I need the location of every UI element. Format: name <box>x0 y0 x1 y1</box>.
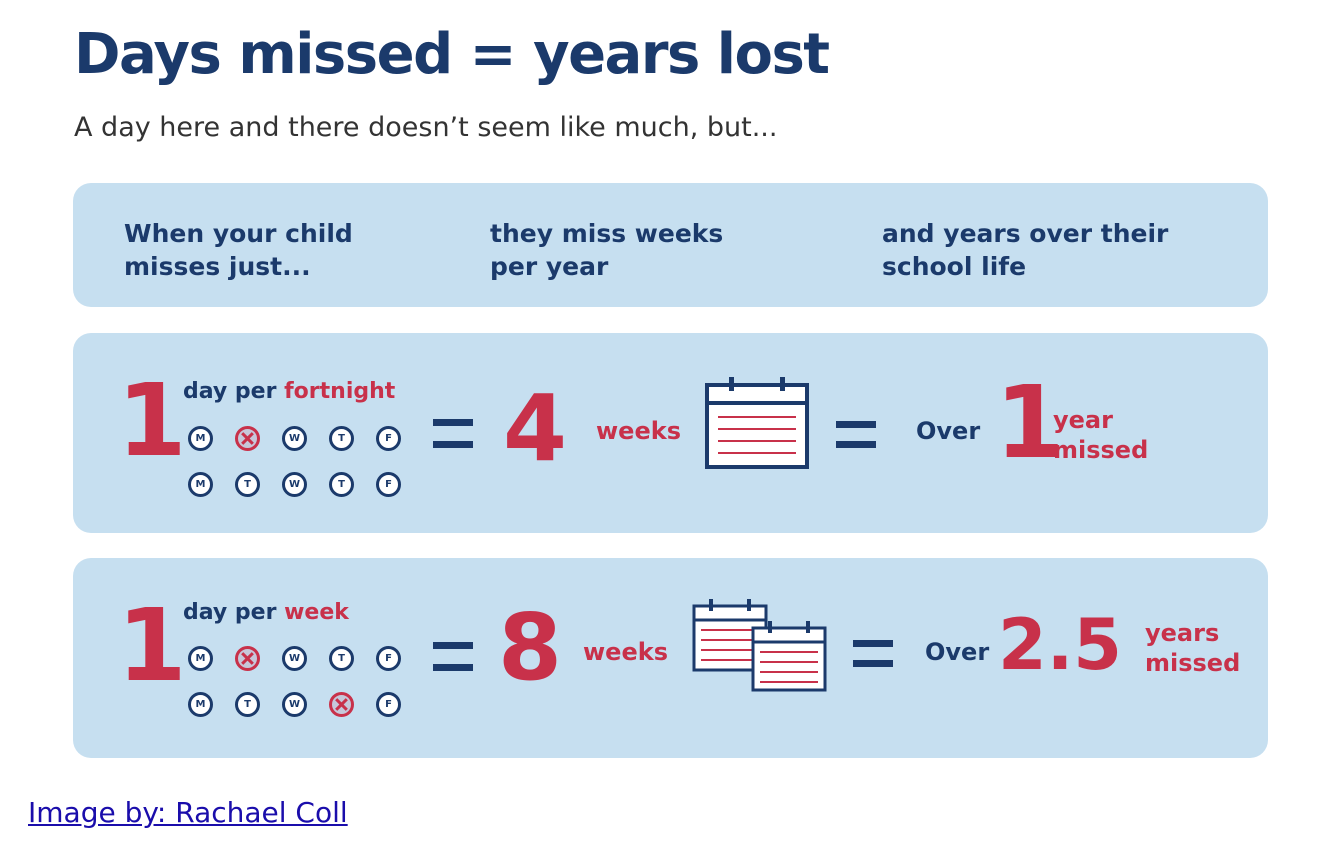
equals-icon <box>853 638 893 670</box>
calendar-icon <box>691 598 831 694</box>
over-label: Over <box>925 638 989 666</box>
day-circle-icon: T <box>329 426 354 451</box>
day-circle-icon: T <box>329 646 354 671</box>
frequency-highlight: fortnight <box>284 379 395 404</box>
day-circle-icon: M <box>188 692 213 717</box>
day-circle-icon: F <box>376 692 401 717</box>
frequency-label: day per week <box>183 600 349 625</box>
years-missed-label: years missed <box>1145 618 1240 678</box>
equals-icon <box>433 415 473 453</box>
frequency-highlight: week <box>284 600 349 625</box>
day-circle-icon: M <box>188 472 213 497</box>
image-credit-link[interactable]: Image by: Rachael Coll <box>28 796 348 829</box>
header-col-days: When your child misses just... <box>124 217 353 283</box>
day-circle-icon: F <box>376 472 401 497</box>
day-circle-icon: F <box>376 426 401 451</box>
frequency-label: day per fortnight <box>183 379 395 404</box>
years-count: 2.5 <box>998 610 1122 680</box>
header-panel: When your child misses just... they miss… <box>73 183 1268 307</box>
day-circle-icon: F <box>376 646 401 671</box>
missed-day-icon <box>235 426 260 451</box>
over-label: Over <box>916 417 980 445</box>
weeks-count: 8 <box>498 602 562 694</box>
day-circle-icon: W <box>282 692 307 717</box>
days-count: 1 <box>117 371 187 471</box>
page-subtitle: A day here and there doesn’t seem like m… <box>74 112 777 143</box>
header-col-weeks: they miss weeks per year <box>490 217 723 283</box>
day-circle-icon: T <box>235 692 260 717</box>
days-count: 1 <box>117 596 187 696</box>
years-missed-label: year missed <box>1053 405 1148 465</box>
day-circle-icon: T <box>329 472 354 497</box>
equals-icon <box>433 638 473 676</box>
equals-icon <box>836 419 876 451</box>
day-circle-icon: M <box>188 426 213 451</box>
day-circle-icon: W <box>282 426 307 451</box>
weeks-label: weeks <box>583 638 668 666</box>
day-circle-icon: T <box>235 472 260 497</box>
calendar-icon <box>704 375 811 471</box>
weeks-count: 4 <box>503 383 567 475</box>
missed-day-icon <box>329 692 354 717</box>
day-circle-icon: M <box>188 646 213 671</box>
day-circle-icon: W <box>282 472 307 497</box>
weeks-label: weeks <box>596 417 681 445</box>
page-title: Days missed = years lost <box>74 22 829 87</box>
header-col-years: and years over their school life <box>882 217 1168 283</box>
frequency-prefix: day per <box>183 379 284 404</box>
missed-day-icon <box>235 646 260 671</box>
frequency-prefix: day per <box>183 600 284 625</box>
day-circle-icon: W <box>282 646 307 671</box>
